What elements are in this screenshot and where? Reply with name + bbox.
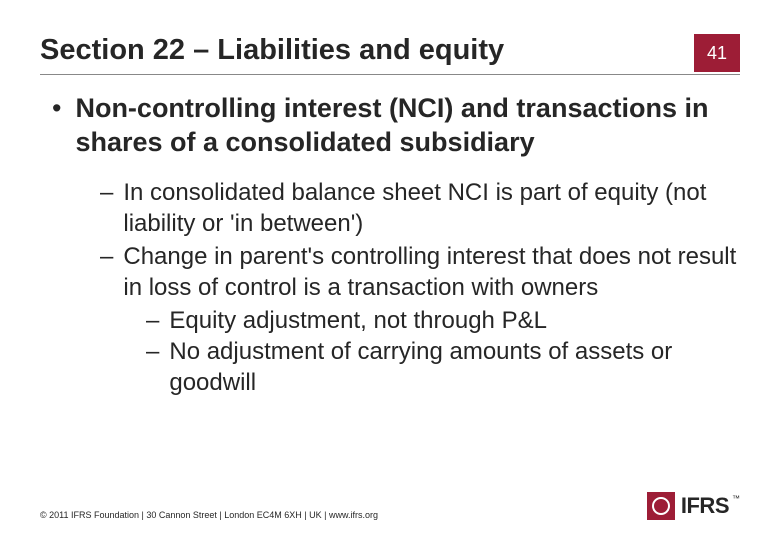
sub-bullet-item: – Change in parent's controlling interes… [100,241,740,303]
header-divider [40,74,740,75]
bullet-dot-icon: • [52,91,61,125]
sub-bullet-text: Change in parent's controlling interest … [123,241,740,303]
slide-footer: © 2011 IFRS Foundation | 30 Cannon Stree… [40,492,740,520]
ifrs-logo-text: IFRS [681,493,729,519]
sub-bullet-text: In consolidated balance sheet NCI is par… [123,177,740,239]
dash-icon: – [146,305,159,336]
slide-header: Section 22 – Liabilities and equity 41 [0,0,780,67]
sub-bullet-list: – In consolidated balance sheet NCI is p… [100,177,740,398]
sub-sub-bullet-list: – Equity adjustment, not through P&L – N… [146,305,740,398]
dash-icon: – [100,241,113,272]
slide-content: • Non-controlling interest (NCI) and tra… [0,67,780,398]
ifrs-logo: IFRS ™ [647,492,740,520]
slide-title: Section 22 – Liabilities and equity [40,34,780,67]
trademark-symbol: ™ [732,494,740,503]
page-number: 41 [707,43,727,64]
copyright-text: © 2011 IFRS Foundation | 30 Cannon Stree… [40,510,378,520]
sub-sub-bullet-text: Equity adjustment, not through P&L [169,305,547,336]
main-bullet: • Non-controlling interest (NCI) and tra… [52,91,740,159]
sub-sub-bullet-item: – No adjustment of carrying amounts of a… [146,336,740,398]
dash-icon: – [100,177,113,208]
dash-icon: – [146,336,159,367]
sub-sub-bullet-text: No adjustment of carrying amounts of ass… [169,336,740,398]
ifrs-logo-icon [647,492,675,520]
page-number-badge: 41 [694,34,740,72]
sub-bullet-item: – In consolidated balance sheet NCI is p… [100,177,740,239]
main-bullet-text: Non-controlling interest (NCI) and trans… [75,91,740,159]
sub-sub-bullet-item: – Equity adjustment, not through P&L [146,305,740,336]
